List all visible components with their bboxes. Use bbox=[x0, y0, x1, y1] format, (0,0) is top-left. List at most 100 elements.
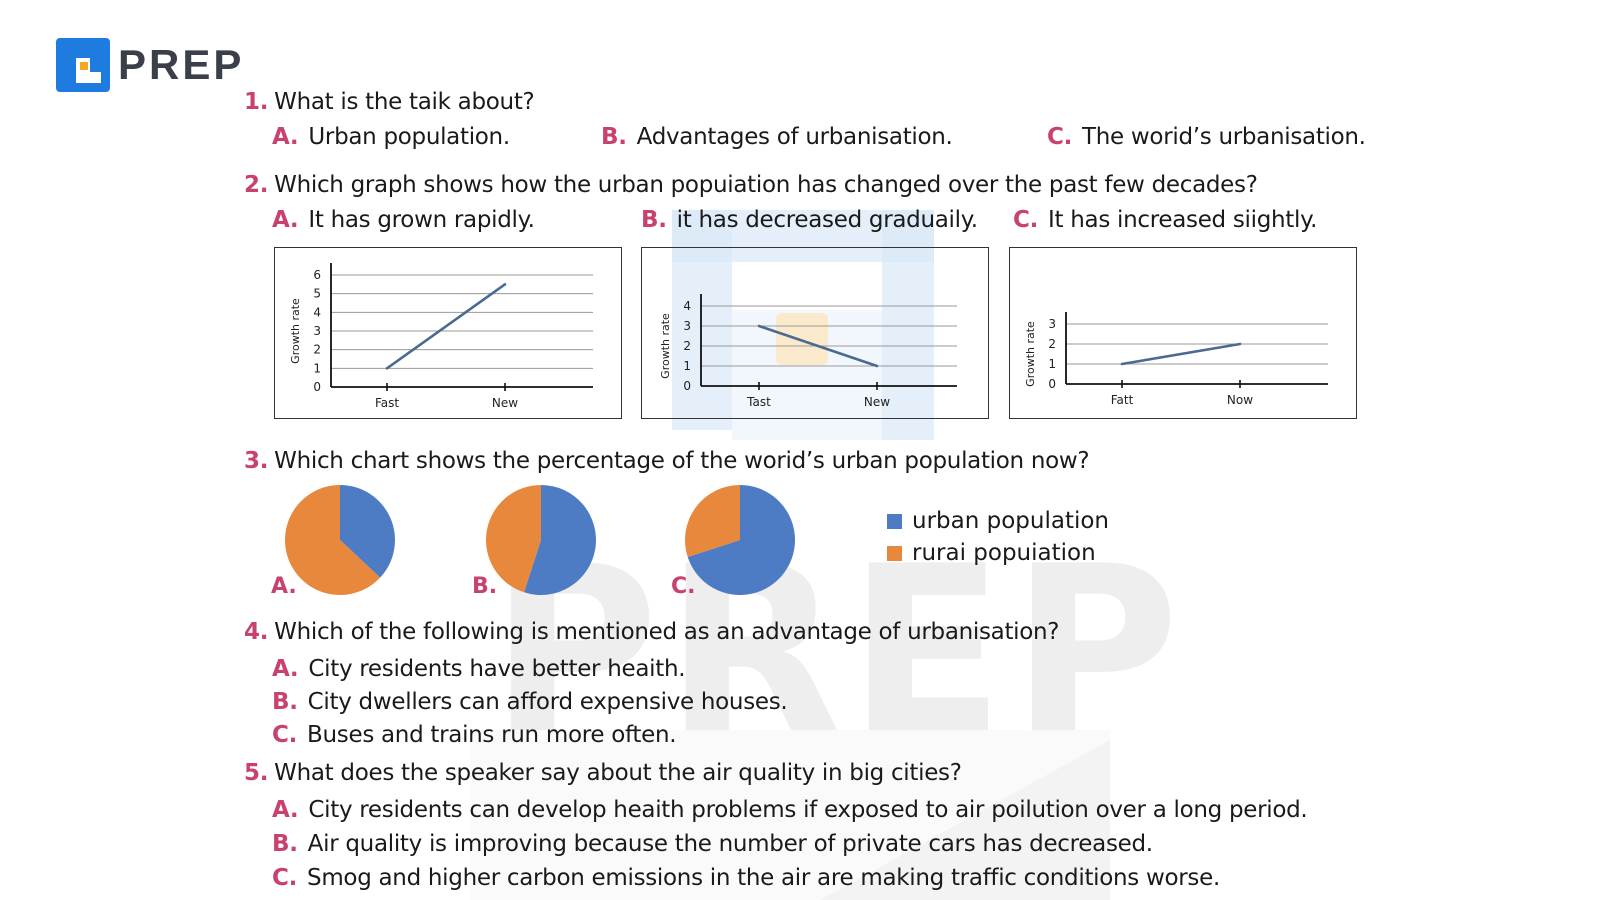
option-text: It has increased siightly. bbox=[1048, 207, 1318, 233]
option-text: Air quality is improving because the num… bbox=[307, 831, 1153, 857]
y-axis-label: Growth rate bbox=[1024, 321, 1037, 387]
option-letter: A. bbox=[272, 797, 299, 823]
option-text: Advantages of urbanisation. bbox=[636, 124, 953, 150]
option-letter: B. bbox=[641, 207, 667, 233]
question-text: What is the taik about? bbox=[274, 89, 535, 115]
legend-rural-swatch bbox=[887, 545, 902, 561]
pie-b-letter: B. bbox=[472, 574, 498, 599]
series-line bbox=[757, 324, 879, 368]
pie-slice-rural bbox=[685, 485, 740, 557]
pie-chart-a[interactable] bbox=[283, 483, 397, 597]
y-tick-label: 0 bbox=[313, 380, 321, 394]
option-letter: C. bbox=[1047, 124, 1073, 150]
y-tick-label: 3 bbox=[683, 319, 691, 333]
q1-option-a[interactable]: A. Urban population. bbox=[272, 124, 510, 150]
option-text: It has grown rapidly. bbox=[308, 207, 535, 233]
legend-urban-label: urban population bbox=[912, 508, 1110, 534]
q5-option-a[interactable]: A. City residents can develop heaith prob… bbox=[272, 797, 1308, 823]
y-tick-label: 5 bbox=[313, 287, 321, 301]
y-tick-label: 4 bbox=[313, 305, 321, 319]
series-line bbox=[1120, 342, 1242, 366]
option-letter: C. bbox=[1013, 207, 1039, 233]
y-tick-label: 4 bbox=[683, 299, 691, 313]
question-number: 3. bbox=[244, 448, 269, 474]
pie-slice-urban bbox=[340, 485, 395, 578]
option-text: City residents have better heaith. bbox=[308, 656, 686, 682]
q5-option-b[interactable]: B. Air quality is improving because the n… bbox=[272, 831, 1153, 857]
option-text: City residents can develop heaith proble… bbox=[308, 797, 1308, 823]
pie-slice-urban bbox=[687, 485, 795, 595]
legend-urban-swatch bbox=[887, 513, 902, 529]
pie-slice-rural bbox=[285, 485, 381, 595]
option-text: Buses and trains run more often. bbox=[307, 722, 677, 748]
option-letter: C. bbox=[272, 865, 298, 891]
legend-urban: urban population bbox=[887, 508, 1109, 534]
option-text: City dwellers can afford expensive house… bbox=[307, 689, 788, 715]
y-tick-label: 1 bbox=[1048, 357, 1056, 371]
y-tick-label: 2 bbox=[1048, 337, 1056, 351]
graph-a[interactable]: 0 1 2 3 4 5 6 Fast New Growth rate bbox=[274, 247, 622, 419]
option-text: Smog and higher carbon emissions in the … bbox=[307, 865, 1220, 891]
y-tick-label: 1 bbox=[683, 359, 691, 373]
q5-option-c[interactable]: C. Smog and higher carbon emissions in th… bbox=[272, 865, 1220, 891]
series-line bbox=[385, 283, 507, 370]
question-number: 2. bbox=[244, 172, 269, 198]
q2-option-c[interactable]: C. It has increased siightly. bbox=[1013, 207, 1317, 233]
option-letter: A. bbox=[272, 124, 299, 150]
q1-option-c[interactable]: C. The worid’s urbanisation. bbox=[1047, 124, 1366, 150]
pie-a-letter: A. bbox=[271, 574, 297, 599]
pie-c-letter: C. bbox=[671, 574, 696, 599]
question-number: 1. bbox=[244, 89, 269, 115]
x-tick-label: Now bbox=[1227, 393, 1253, 407]
y-axis-label: Growth rate bbox=[289, 298, 302, 364]
q4-option-c[interactable]: C. Buses and trains run more often. bbox=[272, 722, 677, 748]
option-letter: C. bbox=[272, 722, 298, 748]
pie-slice-rural bbox=[486, 485, 541, 593]
q4-option-b[interactable]: B. City dwellers can afford expensive hou… bbox=[272, 689, 788, 715]
y-tick-label: 0 bbox=[683, 379, 691, 393]
x-tick-label: Fast bbox=[375, 396, 399, 410]
prep-logo: PREP bbox=[56, 38, 244, 92]
pie-chart-b[interactable] bbox=[484, 483, 598, 597]
option-text: The worid’s urbanisation. bbox=[1082, 124, 1366, 150]
question-number: 4. bbox=[244, 619, 269, 645]
q4-option-a[interactable]: A. City residents have better heaith. bbox=[272, 656, 686, 682]
q1-option-b[interactable]: B. Advantages of urbanisation. bbox=[601, 124, 953, 150]
question-3: 3. Which chart shows the percentage of th… bbox=[244, 448, 1090, 474]
legend-rural-label: rurai popuiation bbox=[912, 540, 1096, 566]
x-tick-label: New bbox=[864, 395, 890, 409]
question-text: Which graph shows how the urban popuiati… bbox=[274, 172, 1258, 198]
y-tick-label: 6 bbox=[313, 268, 321, 282]
line-chart-c: 0 1 2 3 Fatt Now Growth rate bbox=[1024, 312, 1328, 407]
y-tick-label: 2 bbox=[313, 343, 321, 357]
option-letter: B. bbox=[601, 124, 627, 150]
q2-option-a[interactable]: A. It has grown rapidly. bbox=[272, 207, 535, 233]
y-tick-label: 3 bbox=[313, 324, 321, 338]
x-tick-label: New bbox=[492, 396, 518, 410]
graph-c[interactable]: 0 1 2 3 Fatt Now Growth rate bbox=[1009, 247, 1357, 419]
x-tick-label: Tast bbox=[746, 395, 771, 409]
option-text: Urban population. bbox=[308, 124, 510, 150]
y-tick-label: 2 bbox=[683, 339, 691, 353]
pie-slice-urban bbox=[524, 485, 596, 595]
y-tick-label: 3 bbox=[1048, 317, 1056, 331]
question-number: 5. bbox=[244, 760, 269, 786]
graph-b[interactable]: 0 1 2 3 4 Tast New Growth rate bbox=[641, 247, 989, 419]
question-5: 5. What does the speaker say about the ai… bbox=[244, 760, 962, 786]
q2-option-b[interactable]: B. it has decreased graduaily. bbox=[641, 207, 978, 233]
option-letter: A. bbox=[272, 207, 299, 233]
question-4: 4. Which of the following is mentioned as… bbox=[244, 619, 1060, 645]
question-text: Which chart shows the percentage of the … bbox=[274, 448, 1090, 474]
question-2: 2. Which graph shows how the urban popuia… bbox=[244, 172, 1258, 198]
option-text: it has decreased graduaily. bbox=[676, 207, 978, 233]
y-tick-label: 0 bbox=[1048, 377, 1056, 391]
line-chart-b: 0 1 2 3 4 Tast New Growth rate bbox=[659, 294, 957, 409]
pie-chart-c[interactable] bbox=[683, 483, 797, 597]
option-letter: B. bbox=[272, 689, 298, 715]
x-tick-label: Fatt bbox=[1111, 393, 1134, 407]
line-chart-a: 0 1 2 3 4 5 6 Fast New Growth rate bbox=[289, 263, 593, 410]
option-letter: B. bbox=[272, 831, 298, 857]
question-text: What does the speaker say about the air … bbox=[274, 760, 962, 786]
legend-rural: rurai popuiation bbox=[887, 540, 1096, 566]
question-text: Which of the following is mentioned as a… bbox=[274, 619, 1060, 645]
